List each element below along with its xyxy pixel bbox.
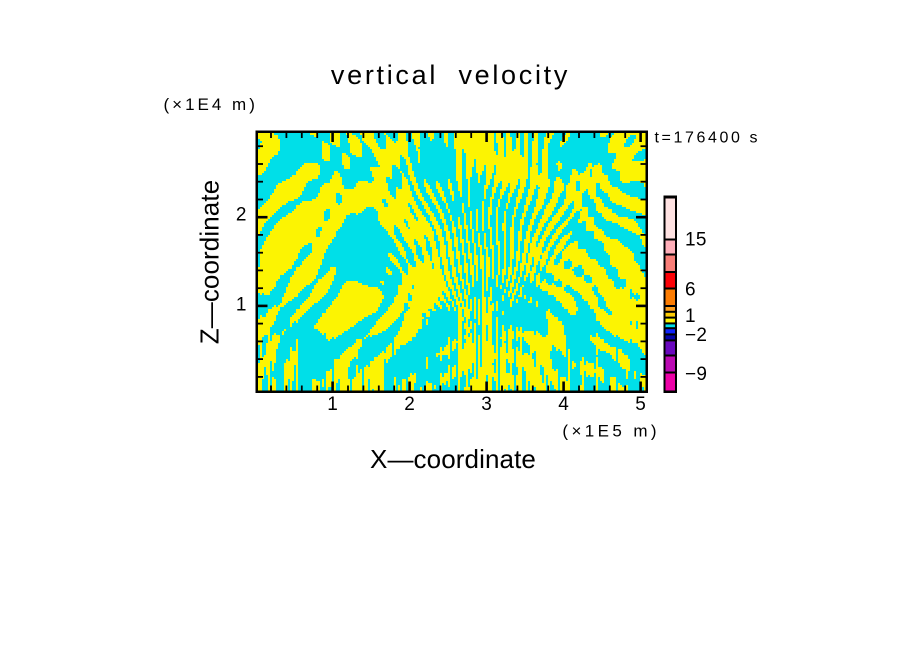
svg-text:−9: −9 xyxy=(685,364,707,385)
svg-text:(×1E4 m): (×1E4 m) xyxy=(164,95,258,114)
svg-text:2: 2 xyxy=(236,204,247,225)
svg-text:vertical velocity: vertical velocity xyxy=(331,60,570,90)
svg-text:15: 15 xyxy=(685,230,707,251)
svg-text:2: 2 xyxy=(404,394,415,415)
svg-text:Z—coordinate: Z—coordinate xyxy=(195,180,225,345)
svg-text:6: 6 xyxy=(685,280,696,301)
svg-text:X—coordinate: X—coordinate xyxy=(370,444,536,474)
svg-text:1: 1 xyxy=(685,306,696,327)
svg-text:1: 1 xyxy=(327,394,338,415)
svg-text:t=176400 s: t=176400 s xyxy=(655,130,761,147)
svg-text:3: 3 xyxy=(481,394,492,415)
svg-text:4: 4 xyxy=(558,394,569,415)
svg-text:1: 1 xyxy=(236,295,247,316)
svg-text:5: 5 xyxy=(635,394,646,415)
svg-text:−2: −2 xyxy=(685,325,707,346)
svg-text:(×1E5 m): (×1E5 m) xyxy=(562,422,660,441)
